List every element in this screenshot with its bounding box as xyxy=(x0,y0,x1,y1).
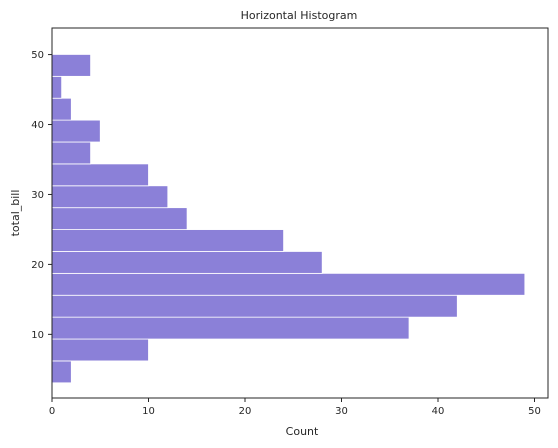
histogram-bar xyxy=(51,229,284,252)
y-tick-label: 40 xyxy=(31,120,44,131)
x-tick-label: 20 xyxy=(239,406,252,417)
histogram-bar xyxy=(51,141,91,165)
x-axis-ticks: 0 10 20 30 40 50 xyxy=(49,398,541,417)
histogram-bar xyxy=(51,294,458,318)
y-tick-label: 50 xyxy=(31,50,44,61)
histogram-bar xyxy=(51,207,188,230)
histogram-bar xyxy=(51,251,323,274)
histogram-bar xyxy=(51,185,169,209)
x-tick-label: 10 xyxy=(142,406,155,417)
histogram-bar xyxy=(51,75,63,99)
plot-frame xyxy=(51,27,549,399)
x-axis-label: Count xyxy=(286,425,319,438)
y-tick-label: 10 xyxy=(31,330,44,341)
y-axis-ticks: 10 20 30 40 50 xyxy=(31,50,52,341)
histogram-bar xyxy=(51,360,72,384)
bars-group xyxy=(51,54,526,384)
y-axis-label: total_bill xyxy=(9,190,22,237)
histogram-bar xyxy=(51,54,91,77)
histogram-bar xyxy=(51,163,149,187)
y-tick-label: 20 xyxy=(31,260,44,271)
histogram-bar xyxy=(51,272,526,296)
x-tick-label: 40 xyxy=(432,406,445,417)
histogram-bar xyxy=(51,338,149,362)
y-tick-label: 30 xyxy=(31,190,44,201)
histogram-bar xyxy=(51,97,72,121)
x-tick-label: 30 xyxy=(335,406,348,417)
x-tick-label: 0 xyxy=(49,406,55,417)
x-tick-label: 50 xyxy=(528,406,541,417)
histogram-bar xyxy=(51,316,410,340)
chart-title: Horizontal Histogram xyxy=(241,9,358,22)
histogram-bar xyxy=(51,119,101,143)
